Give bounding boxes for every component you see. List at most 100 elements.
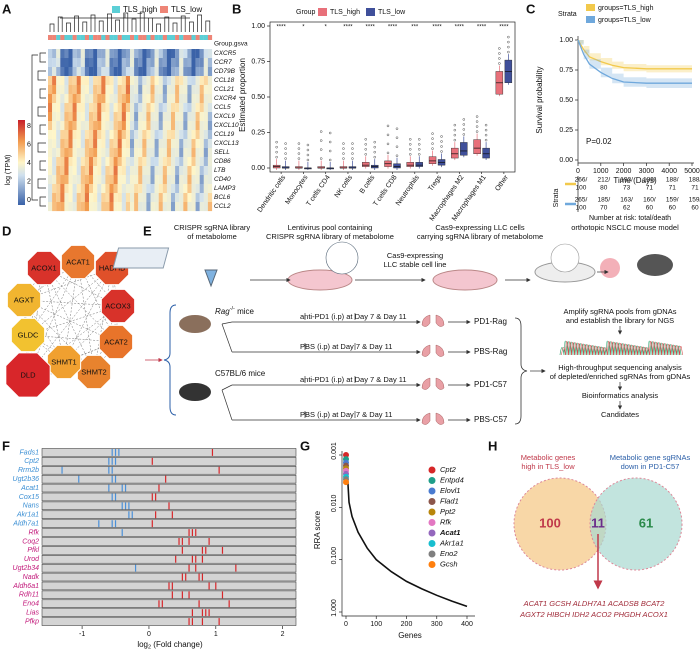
heatmap-cell — [195, 184, 200, 194]
heatmap-cell — [84, 166, 90, 176]
heatmap-cell — [154, 193, 159, 203]
heatmap-cell — [101, 157, 106, 167]
heatmap-cell — [207, 85, 213, 95]
heatmap-cell — [203, 67, 208, 77]
heatmap-cell — [130, 58, 135, 68]
gene-label: Rfk — [29, 529, 40, 536]
heatmap-cell — [207, 130, 213, 140]
heatmap-cell — [97, 139, 102, 149]
heatmap-cell — [56, 49, 61, 59]
lung — [421, 314, 445, 327]
heatmap-cell — [80, 166, 85, 176]
heatmap-cell — [142, 94, 147, 104]
set-title: Metabolic genes — [521, 453, 576, 462]
heatmap-cell — [158, 58, 163, 68]
annotation-cell — [187, 35, 192, 40]
heatmap-cell — [68, 157, 73, 167]
heatmap-cell — [48, 49, 53, 59]
axes — [341, 451, 475, 617]
legend-entry: groups=TLS_low — [598, 17, 652, 24]
heatmap-cell — [199, 202, 204, 212]
heatmap-cell — [117, 175, 122, 185]
risk-caption: Number at risk: total/death — [589, 215, 671, 222]
gene-list: ACAT1 GCSH ALDH7A1 ACADSB BCAT2 — [523, 599, 666, 608]
heatmap-cell — [162, 94, 167, 104]
heatmap-cell — [203, 94, 208, 104]
axis-title: log — [137, 640, 148, 649]
heatmap-cell — [56, 166, 61, 176]
annotation-label: Group.gsva — [214, 41, 248, 48]
outlier — [395, 154, 399, 157]
heatmap-cell — [199, 103, 204, 113]
heatmap-cell — [84, 202, 90, 212]
group-label: mice — [235, 307, 255, 316]
heatmap-cell — [175, 148, 180, 158]
gene-label: CD79B — [214, 68, 236, 75]
heatmap-cell — [166, 166, 172, 176]
heatmap-cell — [138, 103, 143, 113]
gene-label: Aldh6a1 — [12, 583, 39, 590]
legend-dot — [428, 550, 436, 558]
gene-label: Nans — [23, 503, 40, 510]
heatmap-cell — [158, 202, 163, 212]
outlier — [284, 152, 287, 155]
annotation-cell — [64, 35, 69, 40]
heatmap-cell — [52, 49, 57, 59]
box — [473, 139, 481, 155]
heatmap-cell — [138, 157, 143, 167]
dendrogram — [49, 11, 211, 32]
heatmap-cell — [191, 85, 196, 95]
heatmap-cell — [158, 85, 163, 95]
heatmap-cell — [76, 76, 81, 86]
heatmap-cell — [134, 76, 139, 86]
network-node — [98, 324, 134, 360]
heatmap-cell — [101, 67, 106, 77]
x-tick-label: Neutrophils — [395, 174, 421, 207]
heatmap-cell — [93, 85, 98, 95]
x-tick-label: Tregs — [427, 174, 443, 193]
heatmap-cell — [162, 76, 167, 86]
heatmap-cell — [203, 193, 208, 203]
annotation-cell — [93, 35, 98, 40]
heatmap-cell — [89, 193, 94, 203]
gene-track — [41, 448, 297, 457]
heatmap-cell — [48, 94, 53, 104]
heatmap-cell — [117, 193, 122, 203]
significance: **** — [432, 25, 442, 31]
heatmap-cell — [105, 49, 110, 59]
heatmap-cell — [60, 202, 65, 212]
risk-cell: 60 — [669, 205, 677, 212]
annotation-cell — [162, 35, 167, 40]
heatmap-cell — [48, 112, 53, 122]
heatmap-cell — [203, 112, 208, 122]
heatmap-cell — [97, 166, 102, 176]
heatmap-cell — [203, 202, 208, 212]
outlier — [342, 147, 345, 150]
significance: **** — [276, 25, 286, 31]
heatmap-cell — [175, 139, 180, 149]
heatmap-cell — [146, 76, 151, 86]
heatmap-cell — [146, 49, 151, 59]
heatmap-cell — [117, 49, 122, 59]
heatmap-cell — [101, 112, 106, 122]
heatmap-cell — [109, 139, 114, 149]
outlier — [507, 35, 510, 39]
heatmap-cell — [80, 112, 85, 122]
heatmap-cell — [64, 112, 69, 122]
heatmap-cell — [105, 175, 110, 185]
heatmap-cell — [183, 121, 188, 131]
heatmap-cell — [60, 139, 65, 149]
heatmap-cell — [179, 103, 184, 113]
heatmap-cell — [134, 85, 139, 95]
heatmap-cell — [72, 103, 77, 113]
heatmap-cell — [162, 184, 167, 194]
heatmap-cell — [93, 76, 98, 86]
plate — [112, 247, 170, 269]
legend-entry: Gcsh — [440, 559, 458, 568]
heatmap-cell — [93, 67, 98, 77]
heatmap-cell — [64, 202, 69, 212]
heatmap-cell — [52, 157, 57, 167]
risk-cell: 163/ — [620, 197, 633, 204]
mouse — [179, 383, 211, 401]
x-tick-label: 400 — [461, 621, 473, 628]
